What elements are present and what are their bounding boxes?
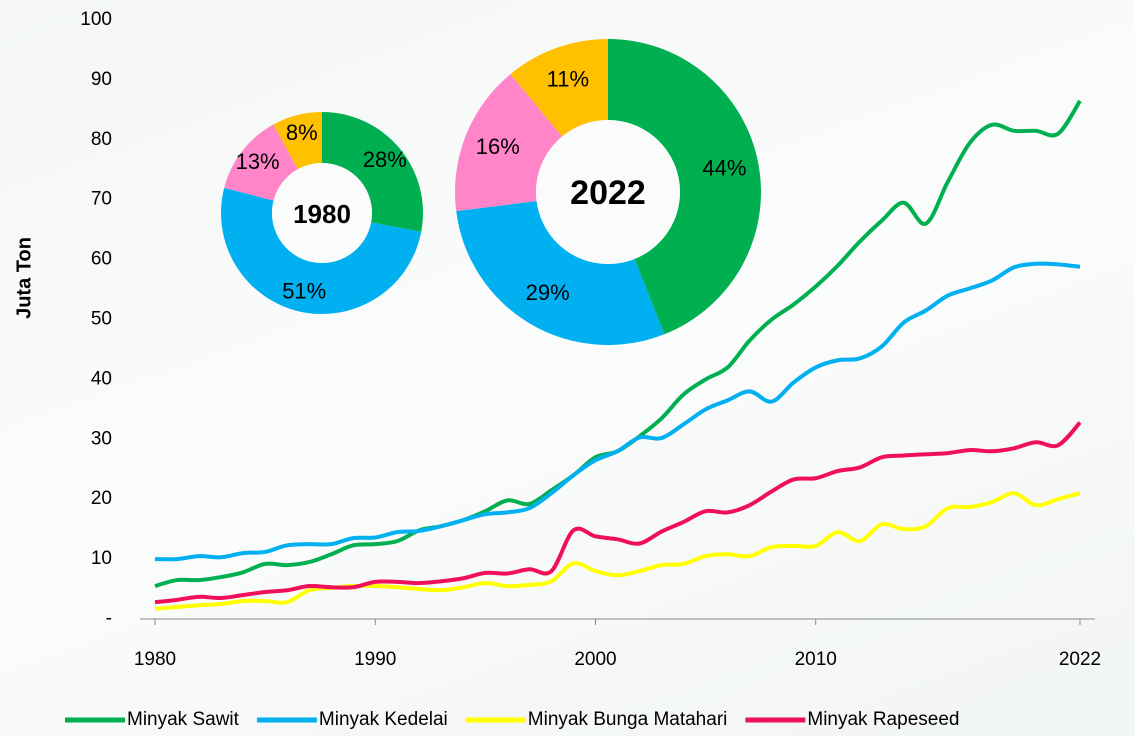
donut-slice [322,112,423,232]
y-tick-label: 90 [91,69,112,90]
donut-label: 29% [526,280,570,305]
legend-label: Minyak Rapeseed [807,709,959,730]
donut-label: 8% [286,120,318,145]
legend-label: Minyak Sawit [127,709,240,730]
y-tick-label: 30 [91,428,112,449]
y-tick-label: 60 [91,249,112,270]
donut-slice [510,39,608,137]
donut-label: 28% [363,147,407,172]
y-tick-label: 70 [91,189,112,210]
donut-slice [220,187,422,315]
donut-slice [224,124,298,201]
donut-label: 44% [702,156,746,181]
donut-slice [456,201,665,346]
y-axis-label: Juta Ton [13,237,35,319]
donut-label: 51% [282,278,326,303]
y-tick-label: - [106,608,112,629]
y-tick-label: 80 [91,129,112,150]
x-tick-label: 2000 [574,649,616,670]
donut-label: 11% [547,66,589,91]
donut-label: 13% [236,149,280,174]
x-tick-label: 1990 [354,649,396,670]
x-tick-label: 2010 [795,649,837,670]
donut-hole [536,120,680,264]
y-tick-label: 10 [91,548,112,569]
donut-slice [273,112,322,170]
donut-hole [272,163,372,263]
y-tick-label: 40 [91,368,112,389]
series-line [154,421,1082,605]
donut-slice [455,74,563,212]
legend-label: Minyak Kedelai [319,709,448,730]
donut-label: 16% [476,134,520,159]
donut-slice [608,39,762,335]
series-line [154,491,1081,611]
y-tick-label: 50 [91,309,112,330]
x-tick-label: 1980 [134,649,176,670]
series-line [154,261,1081,562]
y-tick-label: 100 [80,9,112,30]
y-tick-label: 20 [91,488,112,509]
donut-center-label: 1980 [293,199,351,229]
legend-label: Minyak Bunga Matahari [528,709,728,730]
donut-center-label: 2022 [570,174,646,212]
x-tick-label: 2022 [1059,649,1101,670]
